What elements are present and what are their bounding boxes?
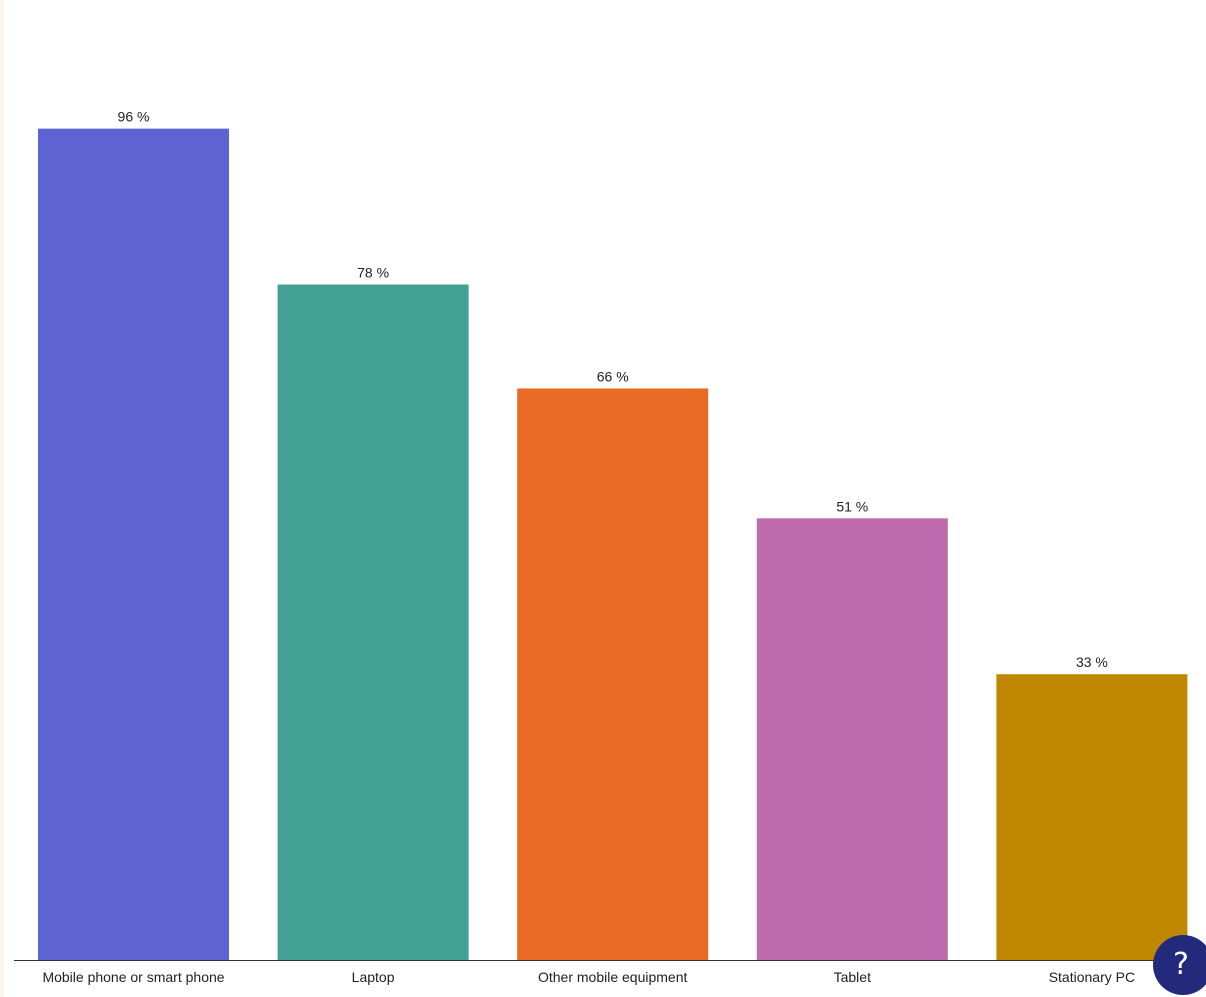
- value-label-2: 66 %: [597, 368, 629, 384]
- help-button[interactable]: ?: [1153, 935, 1206, 995]
- bar-4: [996, 674, 1188, 960]
- value-labels-group: 96 % 78 % 66 % 51 % 33 %: [118, 109, 1108, 671]
- value-label-3: 51 %: [836, 498, 868, 514]
- bar-1: [277, 284, 469, 960]
- category-label-0: Mobile phone or smart phone: [42, 969, 224, 985]
- value-label-0: 96 %: [118, 109, 150, 125]
- bar-2: [517, 388, 709, 960]
- bars-group: [38, 128, 1188, 960]
- category-label-2: Other mobile equipment: [538, 969, 688, 985]
- category-labels-group: Mobile phone or smart phone Laptop Other m…: [42, 969, 1135, 985]
- category-label-4: Stationary PC: [1049, 969, 1135, 985]
- bar-3: [756, 518, 948, 960]
- bar-0: [38, 128, 229, 960]
- category-label-3: Tablet: [834, 969, 871, 985]
- question-mark-icon: ?: [1173, 947, 1189, 982]
- value-label-4: 33 %: [1076, 654, 1108, 670]
- value-label-1: 78 %: [357, 265, 389, 281]
- category-label-1: Laptop: [352, 969, 395, 985]
- left-edge-strip: [0, 0, 4, 997]
